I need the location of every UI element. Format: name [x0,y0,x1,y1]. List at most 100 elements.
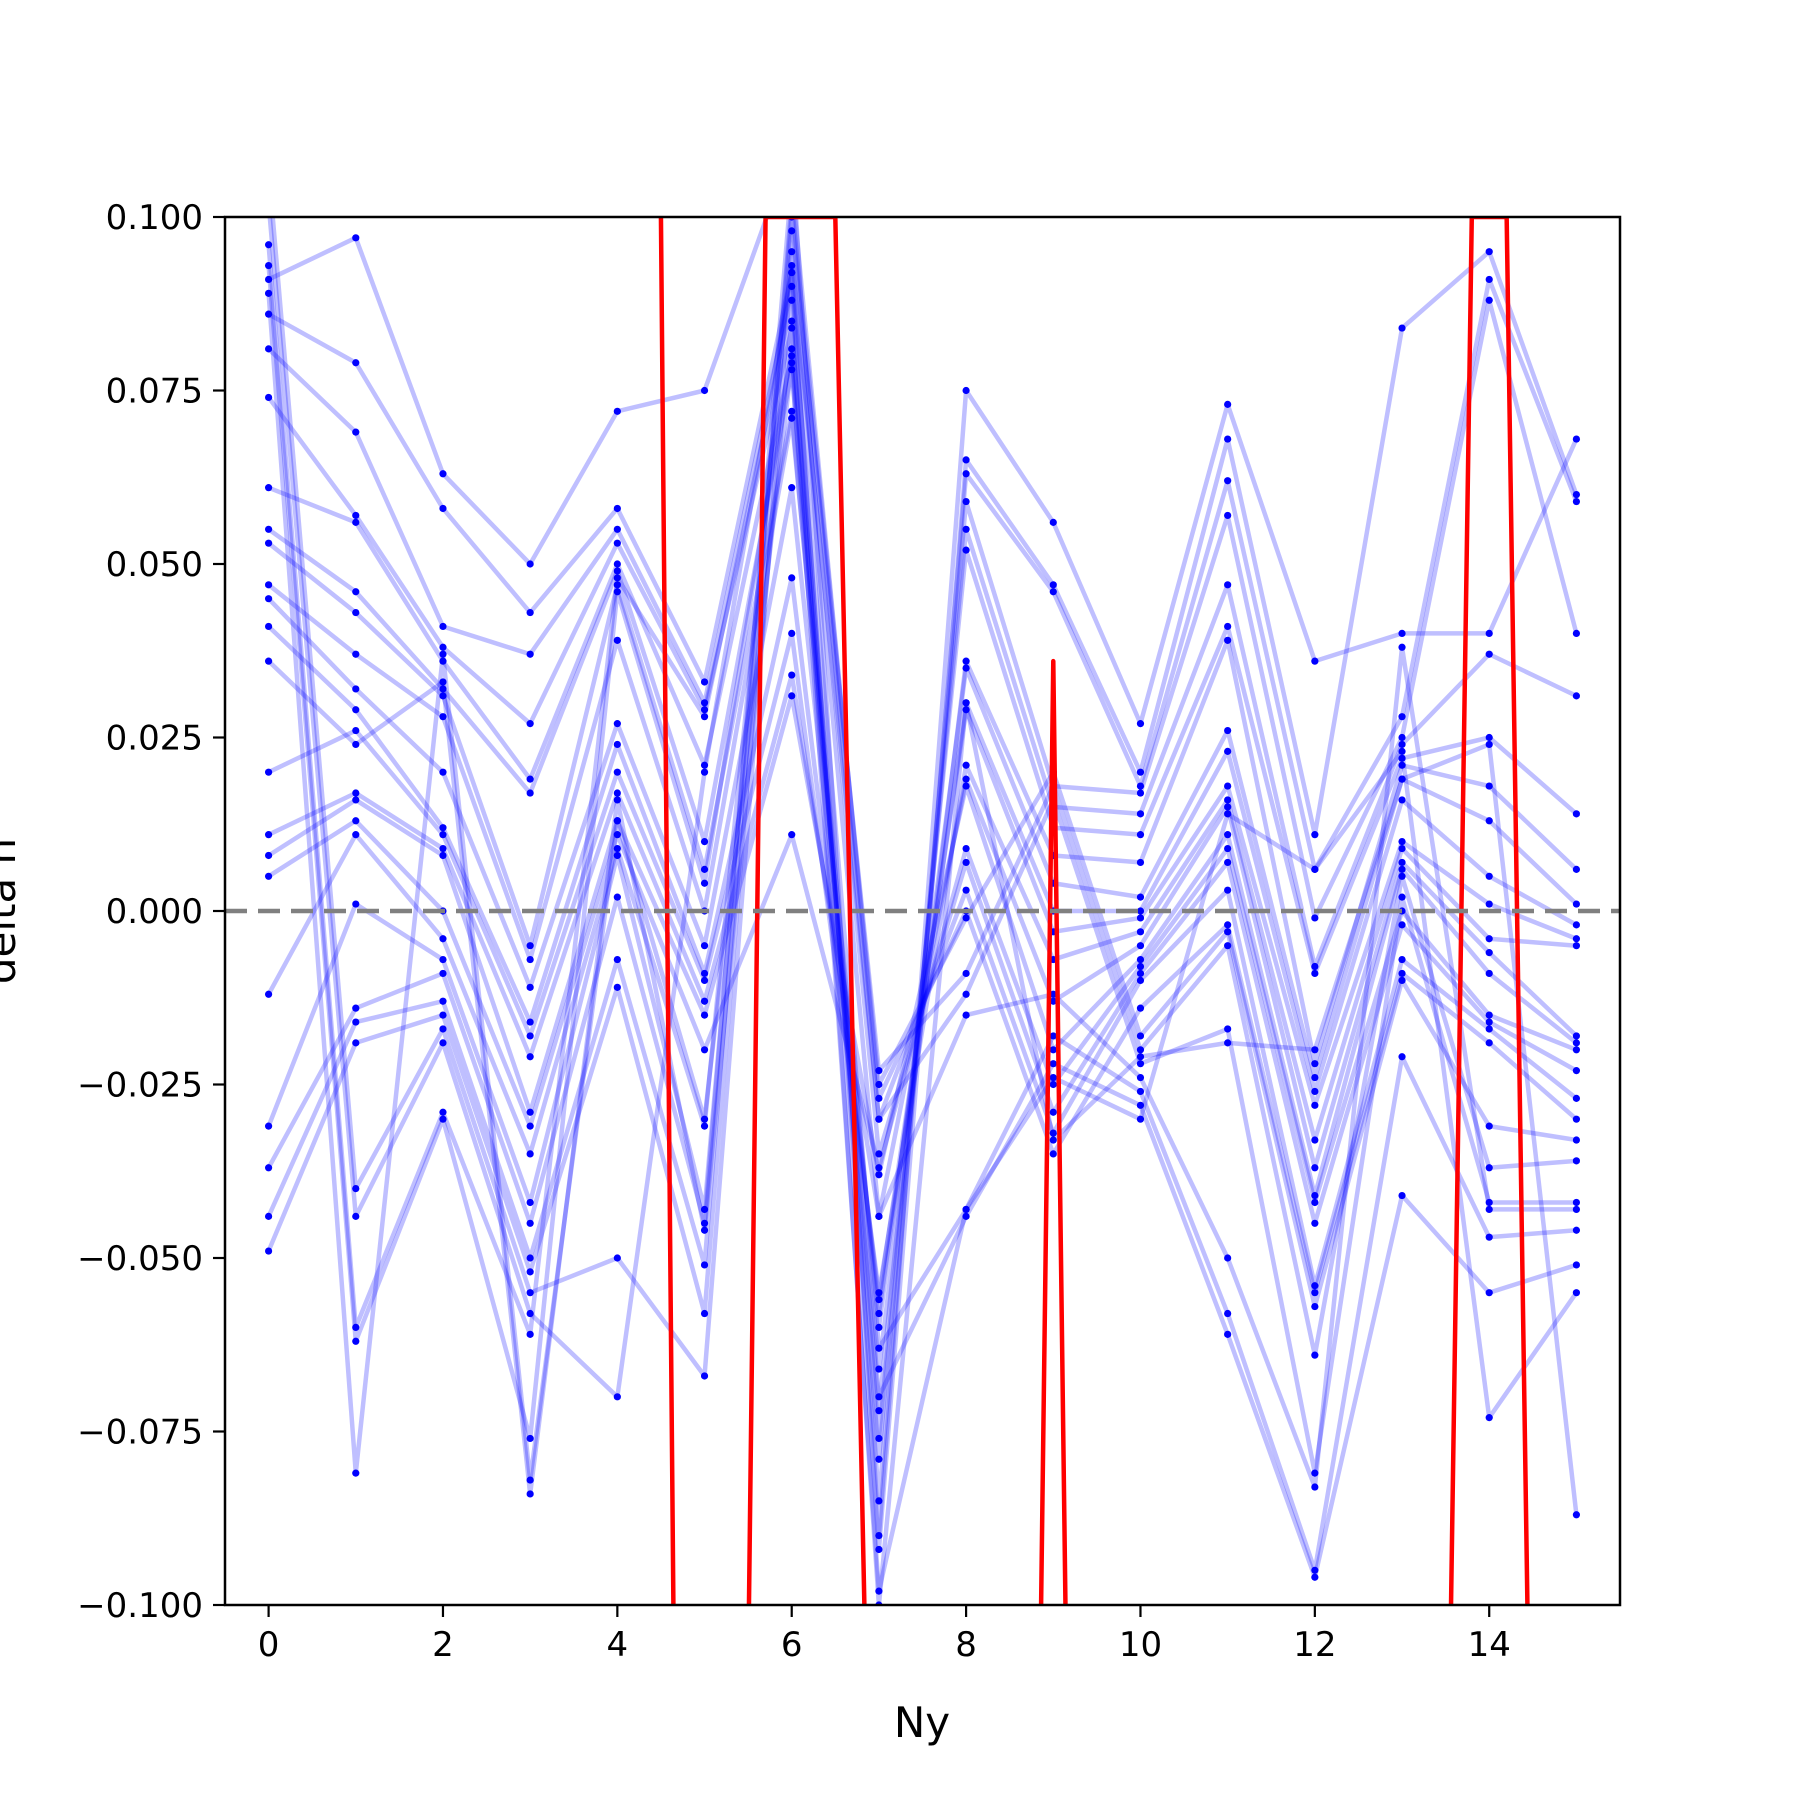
data-point [439,678,447,686]
data-point [1398,1053,1406,1061]
data-point [439,1025,447,1033]
data-point [264,289,273,297]
data-point [700,386,709,395]
data-point [875,1094,883,1102]
data-point [1224,844,1232,853]
data-point [700,1046,709,1054]
data-point [439,685,447,693]
data-point [1224,511,1232,520]
data-point [526,720,534,728]
data-point [526,789,534,797]
data-point [1572,1039,1581,1047]
data-point [1485,969,1493,978]
data-point [264,261,273,270]
data-point [264,241,273,249]
data-point [264,581,273,589]
data-point [1224,886,1232,894]
data-point [1311,657,1319,665]
data-point [439,1115,447,1123]
data-point [352,706,360,714]
data-point [264,831,273,839]
data-point [1224,726,1232,735]
data-point [439,935,447,943]
data-point [700,768,709,776]
data-point [1136,1060,1145,1068]
data-point [1572,1205,1581,1214]
data-point [700,1309,709,1318]
data-point [1485,1122,1493,1130]
data-point [613,636,621,644]
data-point [1572,1198,1581,1207]
data-point [526,650,534,658]
data-point [1485,1414,1493,1422]
data-point [613,574,621,582]
data-point [700,997,709,1005]
data-point [1311,914,1319,922]
data-point [788,629,796,638]
data-point [788,324,796,332]
data-point [1485,1198,1493,1207]
data-point [788,407,796,415]
data-point [1311,1282,1319,1290]
data-point [613,955,621,964]
data-point [1485,275,1493,284]
data-point [352,588,360,596]
data-point [1136,720,1145,728]
data-point [962,1212,970,1220]
x-tick-label: 8 [955,1625,977,1665]
series-layer [264,200,1581,1605]
series-line-10 [267,631,1577,1295]
data-point [352,1039,360,1047]
series-line-20 [267,217,1577,1490]
data-point [1572,1261,1581,1269]
data-point [526,1032,534,1040]
data-point [1311,1191,1319,1200]
data-point [1049,1150,1057,1158]
data-point [352,234,360,242]
series-line-0 [267,217,1579,1538]
data-point [700,969,709,978]
data-point [439,831,447,839]
data-point [1224,581,1232,589]
data-point [700,976,709,985]
data-point [1049,1060,1057,1068]
series-line-1 [267,249,1579,1552]
series-line-23 [266,293,1579,1594]
data-point [1311,1566,1319,1574]
data-point [1049,1108,1057,1116]
data-point [1485,1011,1493,1019]
data-point [1398,865,1406,873]
data-point [875,1212,883,1220]
y-tick-label: −0.100 [77,1586,203,1626]
data-point [1224,1025,1232,1033]
data-point [1572,1289,1581,1297]
data-point [265,200,272,207]
data-point [1398,796,1406,804]
data-point [962,456,970,464]
data-point [1049,1046,1057,1054]
data-point [352,726,360,735]
data-point [439,713,447,721]
data-point [788,345,796,353]
data-point [1136,1032,1145,1040]
data-point [1136,831,1145,839]
data-point [700,838,709,846]
data-point [1311,962,1319,971]
data-point [1224,400,1232,408]
data-point [1311,1289,1319,1297]
data-point [875,1067,883,1075]
data-point [1136,893,1145,901]
data-point [1049,1136,1057,1144]
data-point [613,588,621,596]
data-point [264,484,273,492]
data-point [875,1164,883,1172]
data-point [700,1261,709,1269]
series-line-9 [267,575,1578,1302]
data-point [352,608,360,617]
y-tick-label: 0.100 [106,198,203,238]
data-point [1485,1025,1493,1033]
x-tick-label: 0 [258,1625,280,1665]
data-point [613,407,621,415]
data-point [875,1545,883,1554]
data-point [526,1476,534,1484]
